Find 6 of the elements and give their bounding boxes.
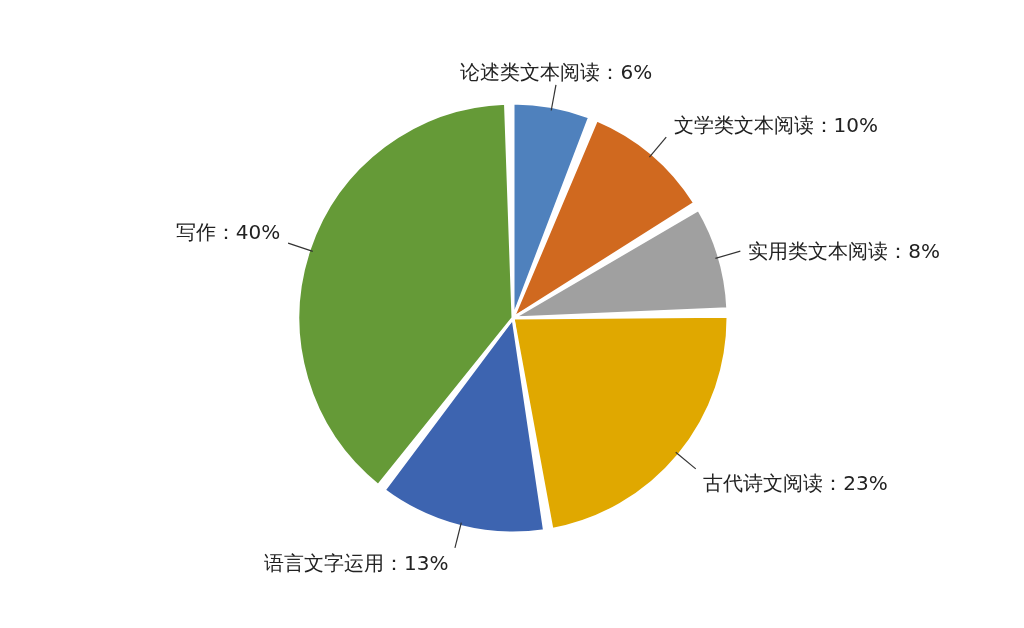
slice-label: 实用类文本阅读：8% (748, 238, 941, 263)
slice-label: 语言文字运用：13% (264, 550, 449, 575)
slice-label: 文学类文本阅读：10% (673, 112, 878, 137)
slice-label: 古代诗文阅读：23% (703, 471, 888, 496)
slice-label: 论述类文本阅读：6% (460, 59, 653, 84)
slice-label: 写作：40% (175, 219, 281, 244)
